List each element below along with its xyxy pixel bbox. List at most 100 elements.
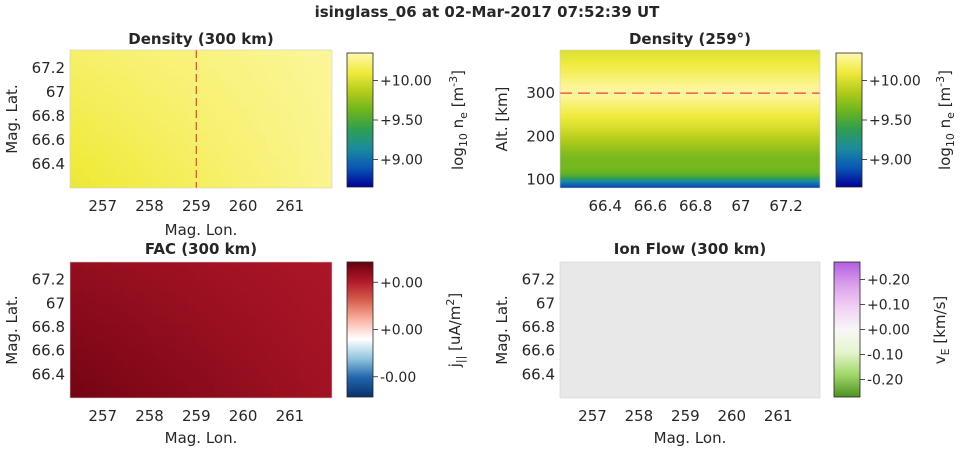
heatmap-cell xyxy=(279,330,287,337)
heatmap-cell xyxy=(286,106,294,114)
heatmap-cell xyxy=(286,131,294,139)
heatmap-cell xyxy=(318,106,327,114)
heatmap-cell xyxy=(312,175,320,183)
heatmap-cell xyxy=(253,342,261,350)
heatmap-cell xyxy=(102,119,110,126)
heatmap-cell xyxy=(76,144,84,151)
heatmap-cell xyxy=(194,373,202,381)
heatmap-cell xyxy=(142,87,150,95)
heatmap-cell xyxy=(318,156,327,164)
heatmap-cell xyxy=(148,336,156,343)
heatmap-cell xyxy=(292,100,300,108)
heatmap-cell xyxy=(318,87,327,95)
heatmap-cell xyxy=(201,286,209,294)
colorbar xyxy=(833,261,861,398)
heatmap-cell xyxy=(273,125,281,133)
heatmap-cell xyxy=(161,119,169,126)
heatmap-cell xyxy=(128,385,137,393)
heatmap-cell xyxy=(76,342,84,350)
heatmap-cell xyxy=(174,274,182,282)
heatmap-cell xyxy=(266,93,274,101)
heatmap-cell xyxy=(161,175,169,183)
heatmap-cell xyxy=(135,112,143,120)
heatmap-cell xyxy=(253,119,261,126)
heatmap-cell xyxy=(142,125,150,133)
heatmap-cell xyxy=(115,75,123,82)
heatmap-cell xyxy=(286,367,294,374)
heatmap-cell xyxy=(148,144,156,151)
heatmap-cell xyxy=(207,391,215,398)
heatmap-cell xyxy=(128,367,137,374)
heatmap-cell xyxy=(201,81,209,89)
heatmap-cell xyxy=(181,342,189,350)
heatmap-cell xyxy=(259,106,268,114)
heatmap-cell xyxy=(187,373,196,381)
heatmap-cell xyxy=(96,169,104,177)
heatmap-cell xyxy=(70,385,78,393)
heatmap-cell xyxy=(299,131,307,139)
heatmap-cell xyxy=(89,317,97,325)
heatmap-cell xyxy=(109,106,117,114)
heatmap-cell xyxy=(181,323,189,331)
heatmap-cell xyxy=(299,150,307,158)
heatmap-cell xyxy=(233,336,241,343)
heatmap-cell xyxy=(233,280,241,288)
heatmap-cell xyxy=(253,50,261,57)
heatmap-cell xyxy=(194,131,202,139)
heatmap-cell xyxy=(286,360,294,368)
heatmap-cell xyxy=(109,156,117,164)
heatmap-cell xyxy=(312,112,320,120)
heatmap-cell xyxy=(273,286,281,294)
heatmap-cell xyxy=(155,125,163,133)
heatmap-cell xyxy=(187,100,196,108)
heatmap-cell xyxy=(305,323,313,331)
heatmap-cell xyxy=(253,330,261,337)
heatmap-cell xyxy=(299,106,307,114)
heatmap-cell xyxy=(318,262,327,269)
heatmap-cell xyxy=(122,305,130,313)
heatmap-cell xyxy=(148,162,156,170)
heatmap-cell xyxy=(128,93,137,101)
heatmap-cell xyxy=(286,62,294,70)
heatmap-cell xyxy=(174,169,182,177)
heatmap-cell xyxy=(286,379,294,387)
heatmap-cell xyxy=(266,112,274,120)
heatmap-row xyxy=(560,149,820,152)
heatmap-cell xyxy=(83,106,91,114)
heatmap-cell xyxy=(187,274,196,282)
heatmap-cell xyxy=(109,87,117,95)
heatmap-cell xyxy=(207,162,215,170)
heatmap-cell xyxy=(207,379,215,387)
heatmap-cell xyxy=(148,262,156,269)
heatmap-row xyxy=(560,126,820,129)
heatmap-cell xyxy=(227,311,235,319)
heatmap-cell xyxy=(246,274,254,282)
heatmap-cell xyxy=(240,56,248,64)
heatmap-cell xyxy=(155,348,163,356)
heatmap-cell xyxy=(122,106,130,114)
heatmap-cell xyxy=(240,50,248,57)
heatmap-cell xyxy=(96,379,104,387)
heatmap-cell xyxy=(292,87,300,95)
heatmap-cell xyxy=(83,292,91,300)
heatmap-cell xyxy=(227,336,235,343)
heatmap-cell xyxy=(253,262,261,269)
x-tick-label: 257 xyxy=(578,407,607,425)
heatmap-cell xyxy=(96,100,104,108)
heatmap-cell xyxy=(214,348,222,356)
heatmap-cell xyxy=(201,175,209,183)
heatmap-cell xyxy=(220,274,228,282)
heatmap-cell xyxy=(201,112,209,120)
heatmap-cell xyxy=(135,330,143,337)
heatmap-cell xyxy=(161,56,169,64)
heatmap-cell xyxy=(70,268,78,275)
heatmap-cell xyxy=(102,373,110,381)
heatmap-cell xyxy=(148,169,156,177)
heatmap-cell xyxy=(135,292,143,300)
heatmap-cell xyxy=(240,311,248,319)
heatmap-cell xyxy=(115,119,123,126)
heatmap-cell xyxy=(168,125,176,133)
heatmap-row xyxy=(560,102,820,105)
heatmap-cell xyxy=(181,317,189,325)
heatmap-cell xyxy=(115,311,123,319)
